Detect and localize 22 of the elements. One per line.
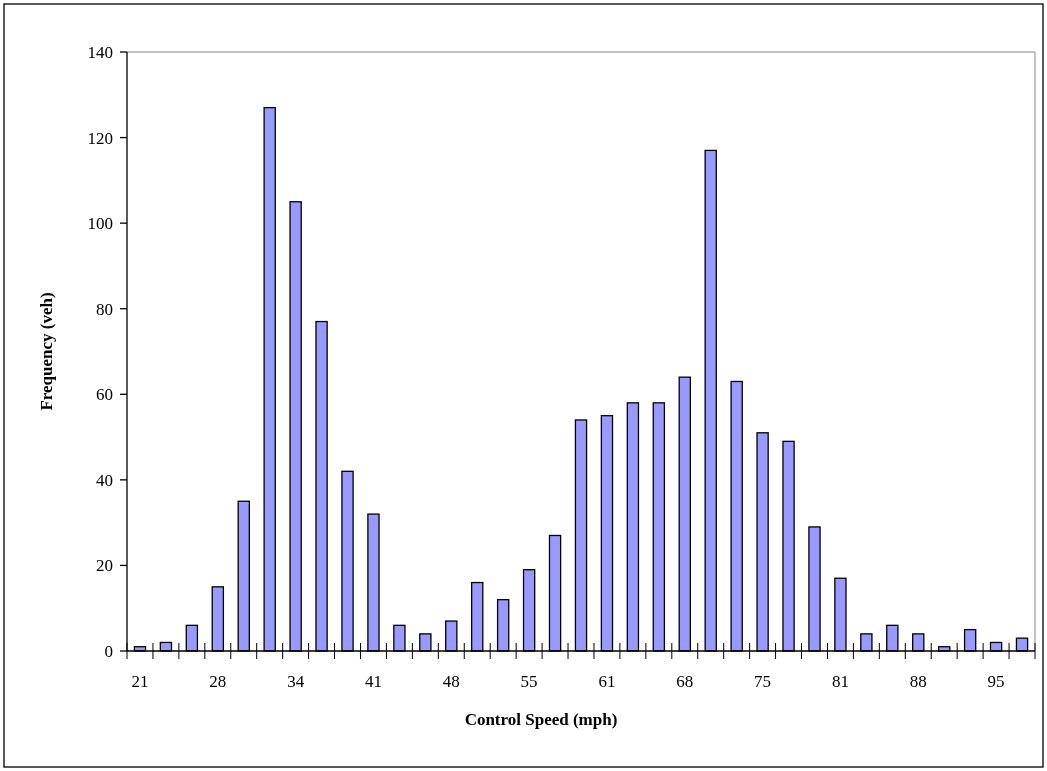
x-tick-label: 68 (676, 672, 694, 691)
x-tick-label: 81 (831, 672, 849, 691)
x-tick-label: 88 (909, 672, 927, 691)
x-axis-title: Control Speed (mph) (464, 710, 618, 729)
y-tick-label: 120 (87, 128, 113, 148)
x-tick-label: 75 (754, 672, 772, 691)
x-tick-label: 34 (287, 672, 305, 691)
x-tick-label: 41 (364, 672, 382, 691)
y-tick-label: 80 (96, 299, 113, 319)
x-tick-label: 95 (987, 672, 1005, 691)
y-tick-label: 100 (87, 214, 113, 234)
x-tick-label: 48 (442, 672, 460, 691)
y-tick-label: 60 (96, 385, 113, 405)
y-tick-label: 40 (96, 470, 113, 490)
y-tick-label: 20 (96, 556, 113, 576)
x-tick-label: 21 (131, 672, 149, 691)
y-tick-label: 0 (104, 641, 113, 661)
x-tick-label: 55 (520, 672, 538, 691)
y-axis-title: Frequency (veh) (37, 292, 56, 411)
y-tick-label: 140 (87, 42, 113, 62)
x-tick-label: 28 (209, 672, 227, 691)
x-tick-label: 61 (598, 672, 616, 691)
